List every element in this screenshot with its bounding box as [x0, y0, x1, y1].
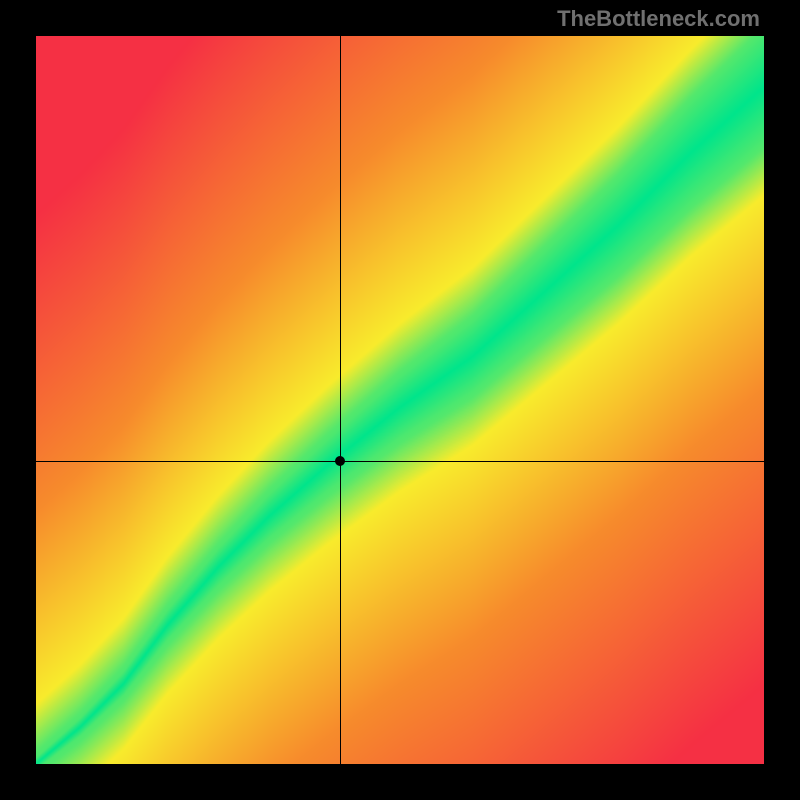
watermark-text: TheBottleneck.com: [557, 6, 760, 32]
bottleneck-heatmap: [36, 36, 764, 764]
heatmap-canvas: [36, 36, 764, 764]
crosshair-vertical-line: [340, 36, 341, 764]
crosshair-horizontal-line: [36, 461, 764, 462]
crosshair-intersection-dot: [335, 456, 345, 466]
